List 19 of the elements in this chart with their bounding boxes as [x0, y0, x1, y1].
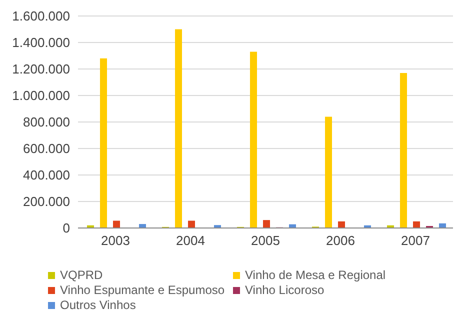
y-tick-label: 1.200.000: [12, 62, 70, 77]
legend-label: VQPRD: [59, 268, 104, 283]
legend-label: Vinho Licoroso: [244, 283, 326, 298]
x-tick-label: 2005: [251, 233, 280, 248]
x-tick-label: 2006: [326, 233, 355, 248]
y-tick-label: 600.000: [23, 141, 70, 156]
y-tick-label: 800.000: [23, 114, 70, 130]
x-tick-label: 2003: [101, 233, 130, 248]
x-tick-label: 2007: [401, 233, 430, 248]
y-tick-label: 400.000: [23, 168, 70, 183]
y-tick-label: 1.400.000: [12, 35, 70, 50]
y-tick-label: 1.000.000: [12, 88, 70, 104]
legend-label: Vinho Espumante e Espumoso: [59, 283, 226, 298]
x-tick-label: 2004: [176, 233, 205, 248]
y-tick-label: 1.600.000: [12, 8, 70, 24]
y-tick-label: 200.000: [23, 194, 70, 210]
legend-label: Vinho de Mesa e Regional: [244, 268, 387, 283]
legend-label: Outros Vinhos: [59, 298, 137, 313]
y-tick-label: 0: [62, 220, 70, 236]
